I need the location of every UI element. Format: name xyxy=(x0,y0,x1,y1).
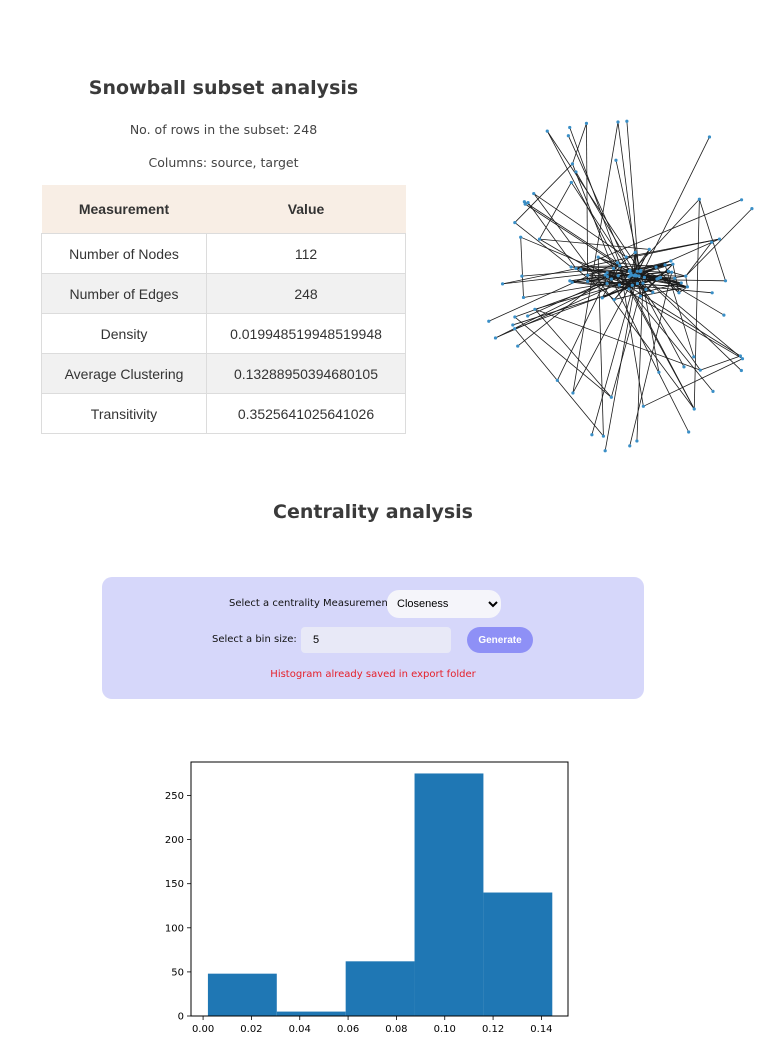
histogram-bar-2 xyxy=(276,1011,346,1016)
bin-size-input[interactable] xyxy=(301,627,451,653)
network-edges xyxy=(488,121,753,451)
table-header-row: Measurement Value xyxy=(41,185,406,234)
column-header-measurement: Measurement xyxy=(41,185,207,234)
histogram-bar-3 xyxy=(345,961,415,1016)
x-tick-label: 0.14 xyxy=(530,1024,552,1035)
y-tick-label: 50 xyxy=(171,967,184,978)
table-row: Transitivity 0.3525641025641026 xyxy=(41,393,406,434)
table-cell-measurement: Transitivity xyxy=(41,393,207,434)
y-tick-label: 200 xyxy=(165,835,184,846)
table-row: Number of Edges 248 xyxy=(41,273,406,314)
histogram-bar-1 xyxy=(207,973,277,1016)
x-tick-label: 0.06 xyxy=(337,1024,359,1035)
x-tick-label: 0.00 xyxy=(192,1024,214,1035)
table-cell-measurement: Average Clustering xyxy=(41,353,207,394)
subset-rows-text: No. of rows in the subset: 248 xyxy=(129,122,318,137)
histogram-bar-5 xyxy=(483,892,553,1016)
subset-title: Snowball subset analysis xyxy=(88,77,359,99)
x-tick-label: 0.10 xyxy=(434,1024,456,1035)
centrality-measure-select[interactable]: Closeness xyxy=(387,590,501,618)
y-tick-label: 100 xyxy=(165,923,184,934)
network-nodes xyxy=(487,119,754,453)
x-tick-label: 0.04 xyxy=(289,1024,311,1035)
table-cell-value: 112 xyxy=(206,233,406,274)
table-cell-value: 248 xyxy=(206,273,406,314)
table-cell-measurement: Density xyxy=(41,313,207,354)
table-cell-value: 0.13288950394680105 xyxy=(206,353,406,394)
table-cell-measurement: Number of Edges xyxy=(41,273,207,314)
table-cell-value: 0.3525641025641026 xyxy=(206,393,406,434)
centrality-measure-label: Select a centrality Measurement: xyxy=(229,598,396,609)
histogram-bar-4 xyxy=(414,773,484,1016)
status-message: Histogram already saved in export folder xyxy=(270,669,476,680)
table-row: Density 0.019948519948519948 xyxy=(41,313,406,354)
network-graph-image xyxy=(487,119,754,453)
y-tick-label: 150 xyxy=(165,879,184,890)
x-tick-label: 0.12 xyxy=(482,1024,504,1035)
y-tick-label: 250 xyxy=(165,791,184,802)
centrality-form-panel: Select a centrality Measurement: Closene… xyxy=(102,577,644,699)
column-header-value: Value xyxy=(206,185,406,234)
metrics-table: Measurement Value Number of Nodes 112 Nu… xyxy=(41,185,406,434)
table-cell-value: 0.019948519948519948 xyxy=(206,313,406,354)
subset-columns-text: Columns: source, target xyxy=(148,155,299,170)
axes-frame xyxy=(190,761,569,1017)
x-tick-label: 0.08 xyxy=(385,1024,407,1035)
x-tick-label: 0.02 xyxy=(240,1024,262,1035)
bin-size-label: Select a bin size: xyxy=(212,634,297,645)
histogram-chart: 0.00 0.02 0.04 0.06 0.08 0.10 0.12 0.14 0 50 100 15… xyxy=(165,761,569,1035)
y-tick-label: 0 xyxy=(178,1012,184,1023)
table-row: Number of Nodes 112 xyxy=(41,233,406,274)
table-cell-measurement: Number of Nodes xyxy=(41,233,207,274)
centrality-title: Centrality analysis xyxy=(273,501,473,523)
table-row: Average Clustering 0.13288950394680105 xyxy=(41,353,406,394)
generate-button[interactable]: Generate xyxy=(467,627,533,653)
